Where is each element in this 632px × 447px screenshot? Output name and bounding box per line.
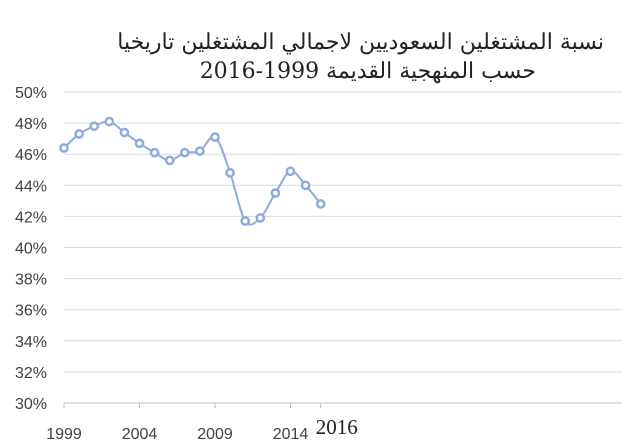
y-axis-tick-labels: 30% 32% 34% 36% 38% 40% 42% 44% 46% 48% 50%	[15, 85, 47, 413]
data-point-2001	[89, 121, 100, 132]
chart-title-line-2: 2016-1999 حسب المنهجية القديمة	[200, 59, 536, 84]
y-tick-label: 36%	[15, 303, 47, 320]
data-point-2012	[255, 213, 266, 223]
y-tick-label: 50%	[15, 85, 47, 102]
x-tick-label: 2016	[316, 415, 358, 439]
chart-title-line-1: نسبة المشتغلين السعوديين لاجمالي المشتغل…	[117, 30, 604, 55]
data-point-2009	[210, 132, 220, 142]
data-point-2003	[119, 127, 130, 138]
y-tick-label: 30%	[15, 396, 47, 413]
data-point-2016	[315, 199, 326, 209]
data-point-2006	[164, 155, 175, 166]
data-point-2002	[104, 116, 115, 127]
series-line	[63, 120, 322, 226]
data-point-2004	[134, 138, 145, 149]
y-tick-label: 48%	[15, 116, 47, 133]
x-axis-tick-labels: 1999 2004 2009 2014 2016	[46, 415, 357, 443]
y-tick-label: 42%	[15, 209, 47, 226]
data-point-2013	[270, 188, 281, 198]
x-tick-label: 2009	[197, 426, 233, 443]
data-point-2014	[285, 166, 296, 177]
y-tick-label: 46%	[15, 147, 47, 164]
data-point-2011	[240, 216, 251, 226]
data-point-2015	[300, 180, 311, 191]
x-tick-label: 1999	[46, 426, 82, 443]
gridlines	[63, 91, 622, 408]
data-point-2010	[225, 168, 235, 178]
y-tick-label: 38%	[15, 272, 47, 289]
x-tick-label: 2004	[122, 426, 158, 443]
y-tick-label: 32%	[15, 365, 47, 382]
data-point-2000	[74, 129, 84, 139]
y-tick-label: 40%	[15, 241, 47, 258]
data-point-2007	[179, 147, 190, 158]
y-tick-label: 34%	[15, 334, 47, 351]
data-point-1999	[59, 143, 69, 153]
data-point-2005	[149, 147, 160, 158]
series-saudi-employment-share	[59, 116, 326, 226]
x-tick-label: 2014	[273, 426, 309, 443]
data-point-2008	[195, 146, 205, 156]
y-tick-label: 44%	[15, 178, 47, 195]
